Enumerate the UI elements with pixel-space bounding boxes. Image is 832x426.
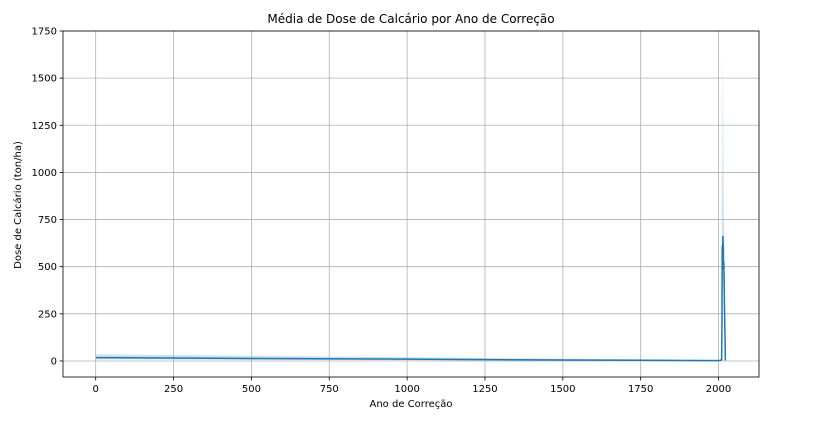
x-tick-label: 250 bbox=[164, 384, 183, 395]
x-tick-label: 1750 bbox=[628, 384, 653, 395]
axis-ticks: 0 250 500 750 1000 1250 1500 1750 2000 0 250 500 750… bbox=[32, 27, 732, 396]
y-axis-title: Dose de Calcário (ton/ha) bbox=[12, 141, 24, 269]
y-tick-label: 0 bbox=[51, 356, 57, 367]
y-tick-label: 1500 bbox=[32, 74, 57, 85]
x-tick-label: 750 bbox=[320, 384, 339, 395]
x-tick-label: 1250 bbox=[472, 384, 497, 395]
grid-lines bbox=[63, 30, 759, 377]
x-tick-label: 1000 bbox=[394, 384, 419, 395]
y-tick-label: 500 bbox=[38, 262, 57, 273]
chart-title: Média de Dose de Calcário por Ano de Cor… bbox=[267, 12, 554, 26]
x-tick-label: 500 bbox=[242, 384, 261, 395]
y-tick-label: 1750 bbox=[32, 27, 57, 38]
y-tick-label: 1000 bbox=[32, 168, 57, 179]
mean-line bbox=[95, 235, 727, 362]
x-axis-title: Ano de Correção bbox=[370, 399, 453, 410]
y-tick-label: 1250 bbox=[32, 121, 57, 132]
y-tick-label: 250 bbox=[38, 309, 57, 320]
plot-frame bbox=[62, 30, 760, 378]
x-tick-label: 0 bbox=[93, 384, 99, 395]
y-tick-label: 750 bbox=[38, 215, 57, 226]
x-tick-label: 2000 bbox=[706, 384, 731, 395]
x-tick-label: 1500 bbox=[550, 384, 575, 395]
